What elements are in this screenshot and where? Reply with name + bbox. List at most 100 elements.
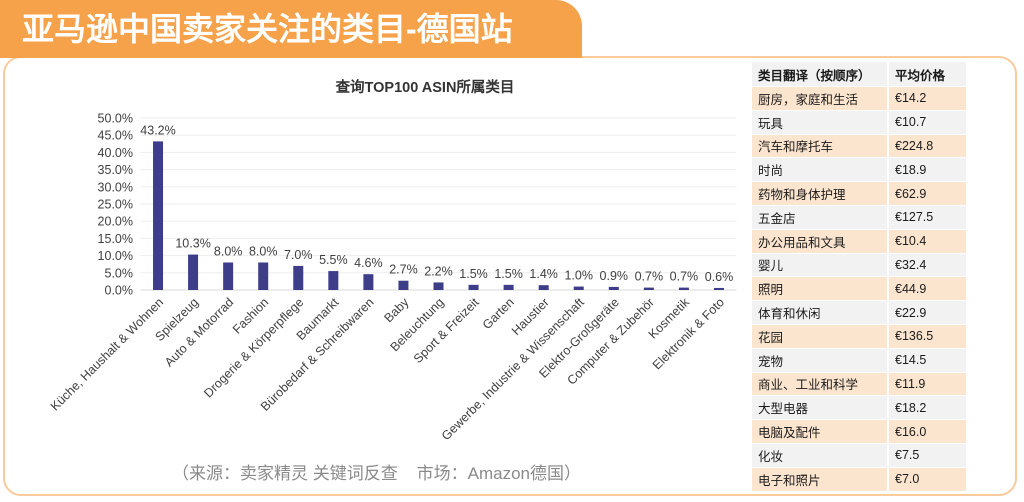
price-cell: €7.5 (888, 443, 966, 468)
y-tick-label: 20.0% (98, 215, 133, 229)
bar-value-label: 0.7% (635, 270, 664, 284)
category-cell: 办公用品和文具 (752, 229, 889, 254)
price-cell: €7.0 (888, 467, 966, 492)
bar-value-label: 7.0% (284, 248, 313, 262)
category-cell: 婴儿 (752, 253, 889, 278)
price-cell: €22.9 (888, 300, 966, 325)
x-tick-label: Küche, Haushalt & Wohnen (48, 295, 166, 413)
category-cell: 电脑及配件 (752, 419, 889, 444)
bar-value-label: 5.5% (319, 253, 348, 267)
y-tick-label: 35.0% (98, 163, 133, 177)
bar (433, 282, 444, 290)
y-axis: 0.0% 5.0% 10.0% 15.0% 20.0% 25.0% 30.0% 35.0% 40… (98, 112, 133, 298)
y-tick-label: 40.0% (98, 146, 133, 160)
price-cell: €44.9 (888, 276, 966, 302)
bar-value-label: 8.0% (214, 244, 243, 258)
bar-value-label: 0.7% (670, 270, 699, 284)
table-row: 药物和身体护理 €62.9 (752, 181, 966, 206)
category-cell: 化妆 (752, 443, 889, 468)
value-labels: 43.2% 10.3% 8.0% 8.0% 7.0% 5.5% 4.6% 2.7% 2.2% 1.… (140, 123, 733, 284)
bar-value-label: 4.6% (354, 256, 383, 270)
table-row: 宠物 €14.5 (752, 348, 966, 373)
category-cell: 时尚 (752, 157, 889, 183)
price-cell: €10.4 (888, 229, 966, 254)
table-row: 时尚 €18.9 (752, 157, 966, 183)
bar (223, 262, 234, 290)
y-tick-label: 25.0% (98, 198, 133, 212)
table-row: 照明 €44.9 (752, 276, 966, 302)
price-table: 类目翻译（按顺序） 平均价格 厨房，家庭和生活 €14.2 玩具 €10.7 汽车和摩托… (752, 62, 966, 492)
bar (398, 280, 409, 290)
table-row: 婴儿 €32.4 (752, 253, 966, 278)
bar (363, 274, 374, 290)
price-cell: €14.5 (888, 348, 966, 373)
bar-value-label: 2.2% (424, 264, 453, 278)
bar (293, 265, 304, 290)
x-tick-label: Baby (382, 295, 413, 326)
price-cell: €224.8 (888, 134, 966, 159)
price-cell: €11.9 (888, 372, 966, 397)
category-cell: 宠物 (752, 348, 889, 373)
table-row: 商业、工业和科学 €11.9 (752, 372, 966, 397)
price-cell: €136.5 (888, 324, 966, 349)
table-row: 五金店 €127.5 (752, 205, 966, 230)
bar (468, 284, 479, 290)
category-cell: 体育和休闲 (752, 300, 889, 325)
category-cell: 照明 (752, 276, 889, 302)
bar-value-label: 1.4% (529, 267, 558, 281)
table-row: 大型电器 €18.2 (752, 395, 966, 421)
y-tick-label: 45.0% (98, 129, 133, 143)
bar (503, 284, 514, 290)
y-tick-label: 0.0% (105, 284, 134, 298)
price-cell: €10.7 (888, 110, 966, 135)
column-header-category: 类目翻译（按顺序） (752, 62, 889, 87)
y-tick-label: 5.0% (105, 266, 134, 280)
category-cell: 药物和身体护理 (752, 181, 889, 206)
bar (643, 287, 654, 290)
bar-value-label: 0.6% (705, 270, 734, 284)
bar (713, 287, 724, 290)
price-cell: €127.5 (888, 205, 966, 230)
bar (188, 254, 199, 290)
bars (153, 141, 724, 290)
bar-value-label: 2.7% (389, 263, 418, 277)
y-tick-label: 30.0% (98, 180, 133, 194)
x-tick-label: Sport & Freizeit (411, 295, 482, 366)
bar-value-label: 10.3% (175, 237, 210, 251)
title-banner: 亚马逊中国卖家关注的类目-德国站 (0, 0, 582, 58)
category-cell: 汽车和摩托车 (752, 134, 889, 159)
table-row: 化妆 €7.5 (752, 443, 966, 468)
source-note: （来源：卖家精灵 关键词反查 市场：Amazon德国） (172, 464, 581, 483)
column-header-price: 平均价格 (888, 62, 966, 87)
bar-value-label: 43.2% (140, 123, 175, 137)
y-tick-label: 50.0% (98, 112, 133, 126)
table-row: 花园 €136.5 (752, 324, 966, 349)
bar-value-label: 8.0% (249, 244, 278, 258)
y-tick-label: 15.0% (98, 232, 133, 246)
category-cell: 花园 (752, 324, 889, 349)
bar (608, 286, 619, 290)
category-cell: 电子和照片 (752, 467, 889, 492)
category-cell: 五金店 (752, 205, 889, 230)
table-row: 汽车和摩托车 €224.8 (752, 134, 966, 159)
price-table-body: 厨房，家庭和生活 €14.2 玩具 €10.7 汽车和摩托车 €224.8 时尚 €18.9 药… (752, 86, 966, 492)
price-cell: €32.4 (888, 253, 966, 278)
table-row: 玩具 €10.7 (752, 110, 966, 135)
bar (678, 287, 689, 290)
price-cell: €62.9 (888, 181, 966, 206)
bar (153, 141, 164, 290)
table-row: 厨房，家庭和生活 €14.2 (752, 86, 966, 111)
bar (538, 285, 549, 290)
price-cell: €16.0 (888, 419, 966, 444)
price-cell: €18.2 (888, 395, 966, 421)
bar-value-label: 1.5% (459, 267, 488, 281)
category-cell: 玩具 (752, 110, 889, 135)
category-cell: 厨房，家庭和生活 (752, 86, 889, 111)
bar (258, 262, 269, 290)
category-cell: 大型电器 (752, 395, 889, 421)
page-title: 亚马逊中国卖家关注的类目-德国站 (22, 11, 513, 47)
y-tick-label: 10.0% (98, 249, 133, 263)
price-cell: €14.2 (888, 86, 966, 111)
chart-title: 查询TOP100 ASIN所属类目 (335, 80, 515, 96)
